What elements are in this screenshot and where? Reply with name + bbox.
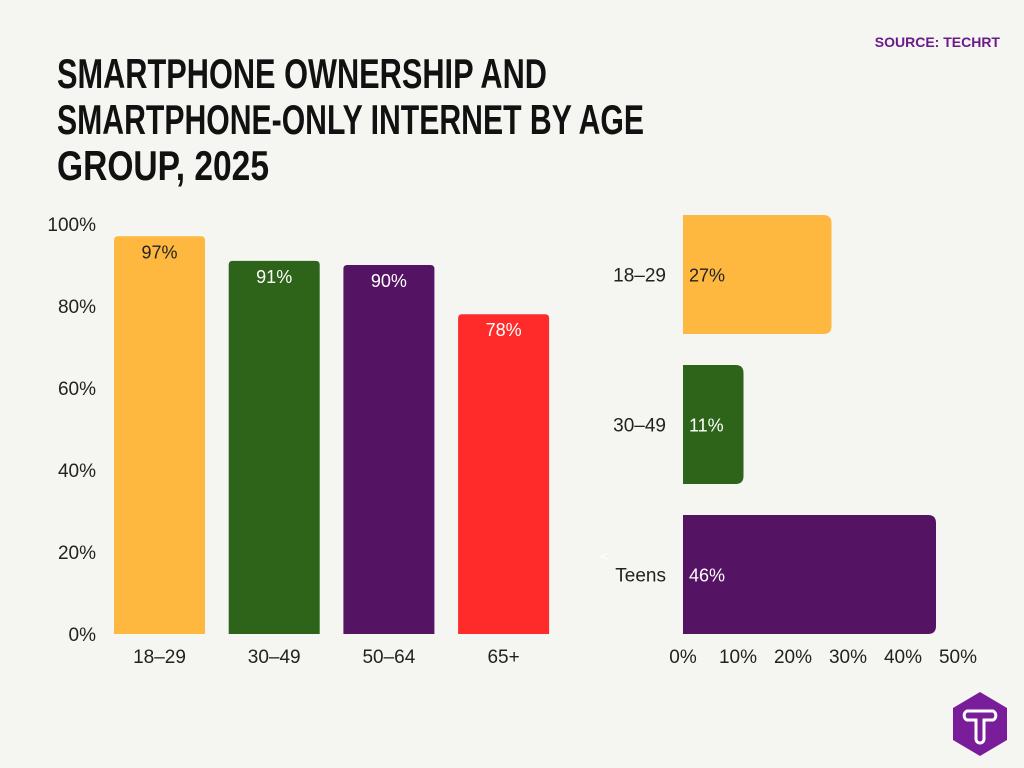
x-tick-label: 30%	[829, 647, 867, 668]
ownership-bar-chart: 0% 20% 40% 60% 80% 100% 97% 18–29 91% 30–49 90% 50–…	[47, 215, 550, 668]
data-label: 78%	[486, 320, 522, 340]
y-tick-label: 80%	[58, 297, 96, 318]
data-label: 46%	[689, 566, 725, 586]
data-label: 11%	[689, 416, 724, 436]
y-tick-label: 0%	[69, 625, 97, 646]
x-tick-label: 10%	[719, 647, 757, 668]
logo-hexagon-icon	[953, 692, 1007, 756]
logo-t-icon	[962, 709, 998, 745]
bar-Teens	[683, 515, 936, 634]
data-label: 90%	[371, 271, 407, 291]
logo	[953, 692, 1007, 756]
data-label: 91%	[256, 267, 292, 287]
data-label: 97%	[141, 242, 177, 262]
bar-18–29	[114, 236, 205, 635]
x-tick-label: 50%	[939, 647, 977, 668]
data-label: 27%	[689, 266, 725, 286]
y-tick-label: Teens	[615, 566, 666, 587]
smartphone-only-bar-chart: 0% 10% 20% 30% 40% 50% 27% 18–29 11% 30–49 46% Teen…	[600, 215, 977, 668]
title-line-1: SMARTPHONE OWNERSHIP AND	[57, 50, 547, 97]
title-line-3: GROUP, 2025	[57, 142, 269, 189]
bar-30–49	[683, 365, 744, 484]
x-tick-label: 40%	[884, 647, 922, 668]
annotation-marker: <	[600, 548, 608, 564]
source-label: SOURCE: TECHRT	[875, 34, 1001, 50]
y-tick-label: 100%	[47, 215, 96, 236]
x-tick-label: 30–49	[248, 647, 301, 668]
y-tick-label: 20%	[58, 543, 96, 564]
x-tick-label: 65+	[487, 647, 519, 668]
x-tick-label: 0%	[669, 647, 697, 668]
y-tick-label: 30–49	[613, 416, 666, 437]
y-tick-label: 18–29	[613, 266, 666, 287]
bar-18–29	[683, 215, 832, 334]
bar-30–49	[228, 260, 320, 634]
y-tick-label: 40%	[58, 461, 96, 482]
y-tick-label: 60%	[58, 379, 96, 400]
x-tick-label: 20%	[774, 647, 812, 668]
x-tick-label: 18–29	[133, 647, 186, 668]
bar-65+	[458, 314, 550, 634]
bar-50–64	[343, 265, 435, 634]
x-tick-label: 50–64	[362, 647, 415, 668]
title-line-2: SMARTPHONE-ONLY INTERNET BY AGE	[57, 96, 644, 143]
